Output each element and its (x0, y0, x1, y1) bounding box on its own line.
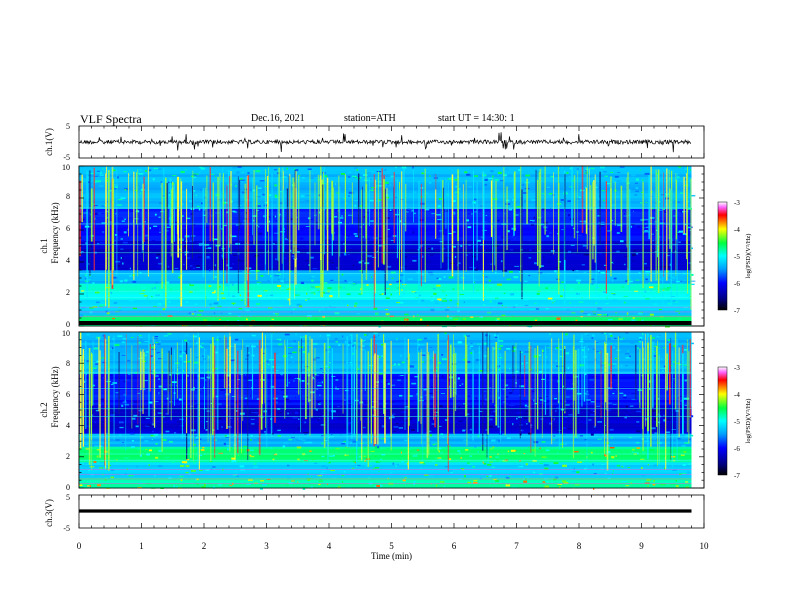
ch1-frame (78, 125, 705, 159)
ch1-cbar-tick-m7: -7 (734, 307, 740, 315)
x-tick-label-6: 6 (452, 541, 457, 551)
ch2-colorbar: -3 -4 -5 -6 -7 log(PSD)(V²/Hz) (717, 364, 752, 480)
ch2-spectrogram-panel: 0 2 4 6 8 10 ch.2 Frequency (kHz) (39, 329, 705, 492)
x-tick-label-8: 8 (577, 541, 582, 551)
ch1-panel: 5 -5 ch.1(V) (44, 122, 705, 162)
ch2-cbar-label: log(PSD)(V²/Hz) (745, 399, 752, 444)
ch3-panel: 5 -5 ch.3(V) (44, 493, 705, 533)
ch2-cbar-tick-m5: -5 (734, 418, 740, 426)
ch1-colorbar-scale (717, 201, 728, 311)
ch3-ylabel: ch.3(V) (44, 499, 54, 527)
ch2-cbar-tick-m4: -4 (734, 391, 740, 399)
ch2-spec-ylabel-channel: ch.2 (39, 402, 49, 417)
ch2-spectrogram (79, 332, 694, 490)
ch3-ytick-bottom: -5 (63, 524, 70, 533)
ch1-cbar-label: log(PSD)(V²/Hz) (745, 234, 752, 279)
ch1-cbar-tick-m4: -4 (734, 226, 740, 234)
ch3-ytick-top: 5 (66, 493, 70, 502)
ch1-spectrogram-panel: 0 2 4 6 8 10 ch.1 Frequency (kHz) (39, 163, 705, 329)
x-tick-label-10: 10 (700, 541, 710, 551)
ch1-spec-ytick-8: 8 (66, 192, 70, 201)
ch1-cbar-tick-m6: -6 (734, 280, 740, 288)
x-tick-label-2: 2 (202, 541, 207, 551)
ch2-spec-ytick-2: 2 (66, 452, 70, 461)
ch2-frequency-ticks (79, 331, 704, 489)
time-axis-ticks (78, 126, 705, 528)
ch2-cbar-tick-m6: -6 (734, 445, 740, 453)
x-tick-label-4: 4 (327, 541, 332, 551)
ch1-ylabel: ch.1(V) (44, 128, 54, 156)
start-time-label: start UT = 14:30: 1 (438, 113, 515, 124)
ch1-frequency-ticks (79, 165, 704, 327)
ch1-spec-ytick-0: 0 (66, 320, 70, 329)
date-label: Dec.16, 2021 (251, 113, 305, 124)
ch2-spec-ytick-0: 0 (66, 483, 70, 492)
ch2-spec-ytick-8: 8 (66, 359, 70, 368)
x-tick-label-0: 0 (77, 541, 82, 551)
x-axis-label: Time (min) (371, 551, 412, 561)
ch2-cbar-tick-m7: -7 (734, 472, 740, 480)
ch2-colorbar-scale (717, 366, 728, 476)
x-tick-label-9: 9 (639, 541, 644, 551)
ch1-spec-ytick-4: 4 (66, 256, 70, 265)
x-tick-label-3: 3 (264, 541, 269, 551)
ch2-cbar-tick-m3: -3 (734, 364, 740, 372)
ch1-spec-ylabel-channel: ch.1 (39, 238, 49, 253)
ch1-spectrogram (79, 166, 696, 328)
ch1-spec-ylabel-frequency: Frequency (kHz) (50, 202, 60, 263)
ch1-cbar-tick-m5: -5 (734, 253, 740, 261)
ch1-spec-ytick-2: 2 (66, 288, 70, 297)
x-tick-label-5: 5 (389, 541, 394, 551)
ch1-spec-ytick-6: 6 (66, 224, 70, 233)
ch2-spec-ytick-6: 6 (66, 390, 70, 399)
ch1-cbar-tick-m3: -3 (734, 199, 740, 207)
x-tick-label-7: 7 (514, 541, 519, 551)
ch1-spec-ytick-10: 10 (62, 163, 70, 172)
ch1-ytick-bottom: -5 (63, 153, 70, 162)
ch2-spec-ytick-4: 4 (66, 421, 70, 430)
x-tick-label-1: 1 (139, 541, 144, 551)
ch1-colorbar: -3 -4 -5 -6 -7 log(PSD)(V²/Hz) (717, 199, 752, 315)
ch2-spec-ytick-10: 10 (62, 329, 70, 338)
ch1-signal-trace (79, 132, 692, 153)
plot-title: VLF Spectra (80, 112, 142, 126)
station-label: station=ATH (344, 113, 396, 124)
ch2-spec-ylabel-frequency: Frequency (kHz) (50, 366, 60, 427)
ch1-ytick-top: 5 (66, 122, 70, 131)
time-axis: 0 1 2 3 4 5 6 7 8 9 10 Time (min) (77, 541, 709, 561)
